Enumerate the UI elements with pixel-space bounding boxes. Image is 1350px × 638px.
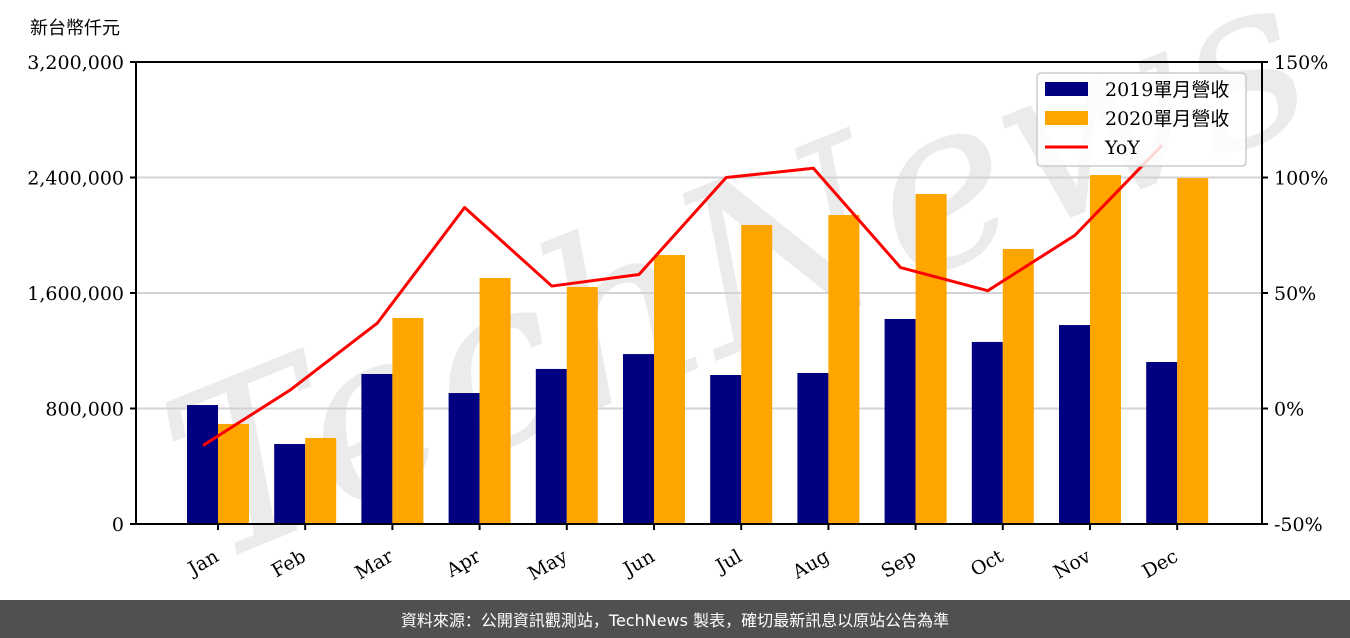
x-tick-label: Sep bbox=[878, 545, 921, 582]
x-tick-label: Jul bbox=[711, 545, 746, 578]
y-axis-label: 新台幣仟元 bbox=[30, 18, 120, 39]
bar-2020 bbox=[305, 437, 337, 524]
y2-tick-label: 150% bbox=[1274, 52, 1328, 74]
bar-2019 bbox=[971, 341, 1003, 524]
bar-series bbox=[187, 175, 1209, 525]
revenue-chart: TechNews 0800,0001,600,0002,400,0003,200… bbox=[27, 0, 1345, 600]
bar-2020 bbox=[828, 215, 860, 524]
bar-2020 bbox=[479, 277, 511, 524]
footer-text: 資料來源：公開資訊觀測站，TechNews 製表，確切最新訊息以原站公告為準 bbox=[400, 611, 950, 630]
legend-label: YoY bbox=[1104, 137, 1140, 159]
y2-tick-label: 100% bbox=[1274, 168, 1328, 190]
x-tick-label: Nov bbox=[1050, 545, 1095, 584]
legend: 2019單月營收 2020單月營收 YoY bbox=[1036, 72, 1247, 167]
y2-tick-label: -50% bbox=[1274, 514, 1323, 536]
bar-2019 bbox=[535, 368, 567, 524]
x-tick-label: Oct bbox=[967, 545, 1008, 581]
y-tick-label: 2,400,000 bbox=[27, 168, 124, 190]
bar-2020 bbox=[1177, 178, 1209, 524]
bar-2019 bbox=[361, 373, 393, 524]
legend-label: 2020單月營收 bbox=[1105, 108, 1229, 130]
bar-2020 bbox=[1002, 248, 1034, 524]
y-tick-label: 0 bbox=[112, 514, 124, 536]
y2-tick-label: 50% bbox=[1274, 283, 1316, 305]
bar-2019 bbox=[623, 354, 654, 524]
bar-2019 bbox=[448, 393, 480, 524]
bar-2020 bbox=[741, 224, 773, 524]
y-tick-label: 1,600,000 bbox=[27, 283, 124, 305]
x-tick-label: Jun bbox=[618, 545, 659, 581]
y2-tick-label: 0% bbox=[1274, 399, 1304, 421]
x-tick-label: Apr bbox=[442, 545, 485, 582]
bar-2019 bbox=[710, 375, 742, 524]
x-tick-label: Dec bbox=[1139, 545, 1182, 583]
x-tick-label: May bbox=[524, 545, 571, 585]
bar-2019 bbox=[884, 318, 916, 524]
y-tick-label: 800,000 bbox=[45, 399, 124, 421]
legend-label: 2019單月營收 bbox=[1105, 79, 1229, 101]
bar-2020 bbox=[654, 255, 685, 525]
source-footer: 資料來源：公開資訊觀測站，TechNews 製表，確切最新訊息以原站公告為準 bbox=[0, 600, 1350, 638]
yoy-line bbox=[202, 144, 1164, 447]
x-tick-label: Aug bbox=[788, 545, 833, 584]
bar-2020 bbox=[392, 317, 424, 524]
bar-2020 bbox=[218, 423, 249, 524]
bar-2020 bbox=[1090, 175, 1121, 524]
bar-2020 bbox=[566, 286, 598, 524]
bar-2019 bbox=[1059, 325, 1090, 524]
bar-2019 bbox=[797, 372, 829, 524]
bar-2019 bbox=[274, 444, 306, 524]
y-tick-label: 3,200,000 bbox=[27, 52, 124, 74]
bar-2019 bbox=[1146, 362, 1178, 524]
bar-2020 bbox=[915, 193, 947, 525]
bar-2019 bbox=[187, 405, 218, 524]
